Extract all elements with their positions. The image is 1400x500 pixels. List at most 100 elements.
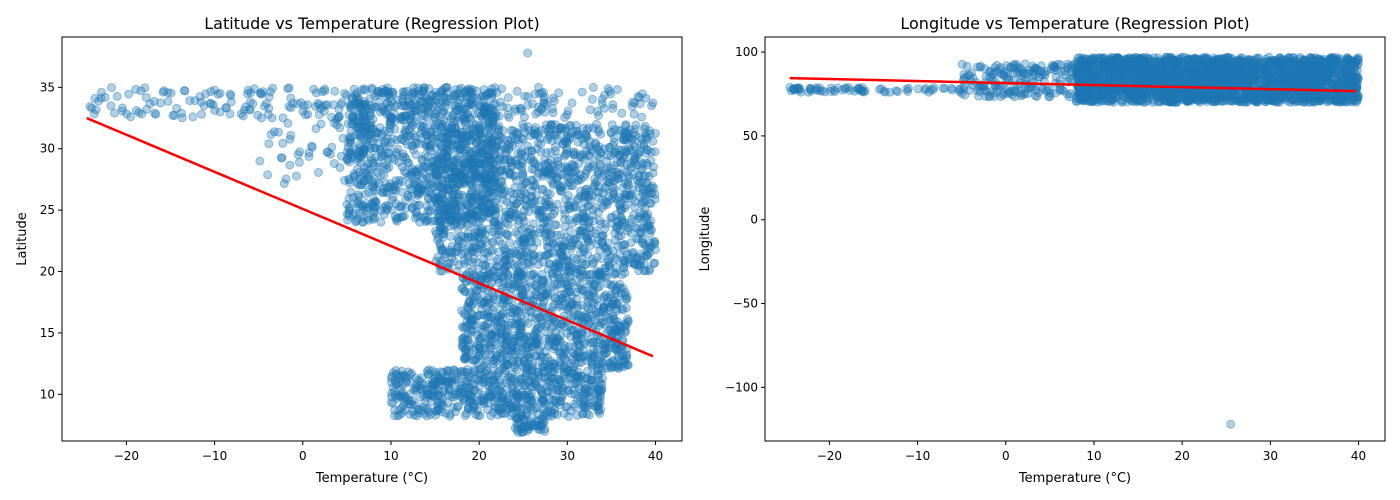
latitude-data-point [522, 177, 532, 187]
latitude-data-point [243, 85, 253, 95]
latitude-data-point [502, 103, 512, 113]
latitude-data-point [163, 96, 173, 106]
latitude-data-point [553, 199, 562, 209]
latitude-data-point [401, 131, 411, 141]
latitude-data-point [376, 129, 386, 139]
latitude-data-point [281, 174, 291, 184]
latitude-data-point [482, 103, 492, 112]
latitude-data-point [484, 209, 494, 219]
latitude-data-point [263, 170, 273, 180]
latitude-data-point [397, 112, 406, 122]
latitude-data-point [580, 244, 589, 254]
latitude-data-point [441, 93, 451, 103]
latitude-data-point [276, 153, 286, 163]
latitude-data-point [426, 146, 436, 156]
latitude-data-point [457, 131, 467, 140]
latitude-data-point [329, 159, 339, 168]
latitude-data-point [587, 284, 597, 294]
latitude-data-point [303, 100, 313, 110]
latitude-data-point [361, 123, 371, 133]
latitude-data-point [412, 411, 422, 421]
latitude-data-point [427, 180, 437, 190]
latitude-data-point [87, 103, 97, 113]
latitude-data-point [523, 48, 533, 58]
latitude-data-point [351, 93, 361, 103]
latitude-data-point [608, 103, 618, 113]
latitude-data-point [456, 163, 466, 173]
latitude-data-point [326, 149, 335, 159]
latitude-data-point [408, 141, 417, 151]
latitude-data-point [387, 97, 396, 107]
latitude-data-point [379, 84, 388, 94]
latitude-data-point [485, 88, 495, 98]
latitude-data-point [459, 113, 468, 123]
latitude-data-point [407, 185, 417, 195]
latitude-data-point [404, 172, 414, 181]
latitude-data-point [371, 197, 381, 207]
latitude-data-point [373, 138, 383, 148]
latitude-data-point [286, 130, 296, 140]
latitude-data-point [371, 133, 380, 143]
latitude-data-point [465, 290, 475, 300]
latitude-data-point [517, 243, 526, 253]
latitude-data-point [398, 111, 408, 121]
longitude-data-point [806, 84, 816, 94]
latitude-data-point [285, 134, 295, 144]
latitude-data-point [485, 198, 495, 208]
latitude-data-point [179, 86, 189, 95]
latitude-data-point [313, 168, 323, 177]
latitude-data-point [606, 195, 616, 204]
latitude-data-point [479, 297, 489, 307]
latitude-data-point [606, 128, 616, 138]
latitude-data-point [555, 376, 565, 386]
latitude-data-point [609, 268, 619, 278]
latitude-data-point [366, 143, 376, 153]
latitude-data-point [343, 155, 353, 165]
latitude-data-point [477, 147, 487, 157]
latitude-data-point [369, 194, 379, 203]
latitude-data-point [547, 373, 557, 383]
latitude-data-point [323, 147, 333, 157]
latitude-data-point [369, 207, 379, 217]
latitude-data-point [434, 391, 443, 400]
latitude-data-point [502, 230, 512, 240]
latitude-data-point [575, 152, 585, 161]
latitude-data-point [515, 352, 524, 362]
latitude-data-point [370, 143, 380, 153]
latitude-data-point [283, 84, 293, 93]
latitude-data-point [535, 89, 545, 98]
latitude-data-point [563, 386, 573, 395]
latitude-data-point [359, 149, 369, 159]
latitude-data-point [443, 127, 453, 137]
latitude-data-point [523, 92, 533, 102]
latitude-data-point [470, 109, 480, 119]
latitude-data-point [432, 91, 442, 101]
latitude-data-point [357, 122, 367, 132]
latitude-data-point [466, 100, 476, 109]
latitude-data-point [595, 161, 605, 171]
latitude-data-point [650, 258, 660, 268]
latitude-data-point [452, 105, 462, 115]
latitude-data-point [380, 138, 390, 148]
longitude-data-point [1008, 61, 1018, 71]
latitude-data-point [519, 112, 529, 122]
latitude-data-point [641, 93, 651, 103]
latitude-data-point [498, 396, 508, 406]
latitude-data-point [416, 212, 426, 222]
latitude-data-point [477, 191, 487, 201]
latitude-data-point [408, 145, 418, 155]
latitude-data-point [342, 155, 352, 165]
latitude-data-point [537, 185, 547, 195]
latitude-data-point [415, 188, 425, 198]
latitude-data-point [400, 110, 410, 120]
latitude-data-point [548, 93, 558, 103]
latitude-data-point [440, 83, 450, 93]
latitude-data-point [342, 147, 352, 157]
latitude-data-point [413, 187, 423, 197]
latitude-data-point [359, 146, 369, 156]
latitude-data-point [358, 113, 368, 123]
latitude-data-point [505, 238, 515, 248]
latitude-data-point [629, 98, 639, 108]
latitude-data-point [541, 322, 550, 332]
latitude-data-point [606, 213, 616, 223]
